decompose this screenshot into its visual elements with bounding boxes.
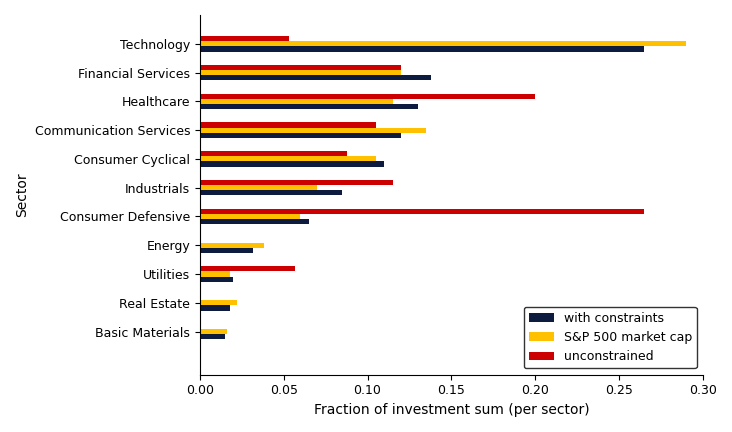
Bar	[200, 104, 418, 109]
Bar	[200, 329, 227, 334]
Bar	[200, 127, 426, 133]
Bar	[200, 75, 431, 80]
Bar	[200, 99, 392, 104]
Bar	[200, 214, 300, 219]
Bar	[200, 133, 401, 138]
Bar	[200, 243, 264, 248]
Bar	[200, 65, 401, 70]
Bar	[200, 46, 644, 51]
Bar	[200, 276, 234, 282]
Bar	[200, 94, 535, 99]
Bar	[200, 36, 288, 41]
Bar	[200, 70, 401, 75]
Bar	[200, 41, 687, 46]
Bar	[200, 156, 376, 162]
Bar	[200, 271, 230, 276]
Bar	[200, 219, 309, 224]
Bar	[200, 300, 236, 305]
Bar	[200, 180, 392, 185]
Bar	[200, 334, 225, 339]
Bar	[200, 151, 348, 156]
Bar	[200, 305, 230, 311]
Legend: with constraints, S&P 500 market cap, unconstrained: with constraints, S&P 500 market cap, un…	[523, 307, 697, 368]
Bar	[200, 209, 644, 214]
Y-axis label: Sector: Sector	[15, 172, 29, 217]
Bar	[200, 248, 253, 253]
Bar	[200, 162, 384, 167]
Bar	[200, 185, 317, 190]
X-axis label: Fraction of investment sum (per sector): Fraction of investment sum (per sector)	[313, 403, 589, 417]
Bar	[200, 190, 343, 195]
Bar	[200, 122, 376, 127]
Bar	[200, 266, 296, 271]
